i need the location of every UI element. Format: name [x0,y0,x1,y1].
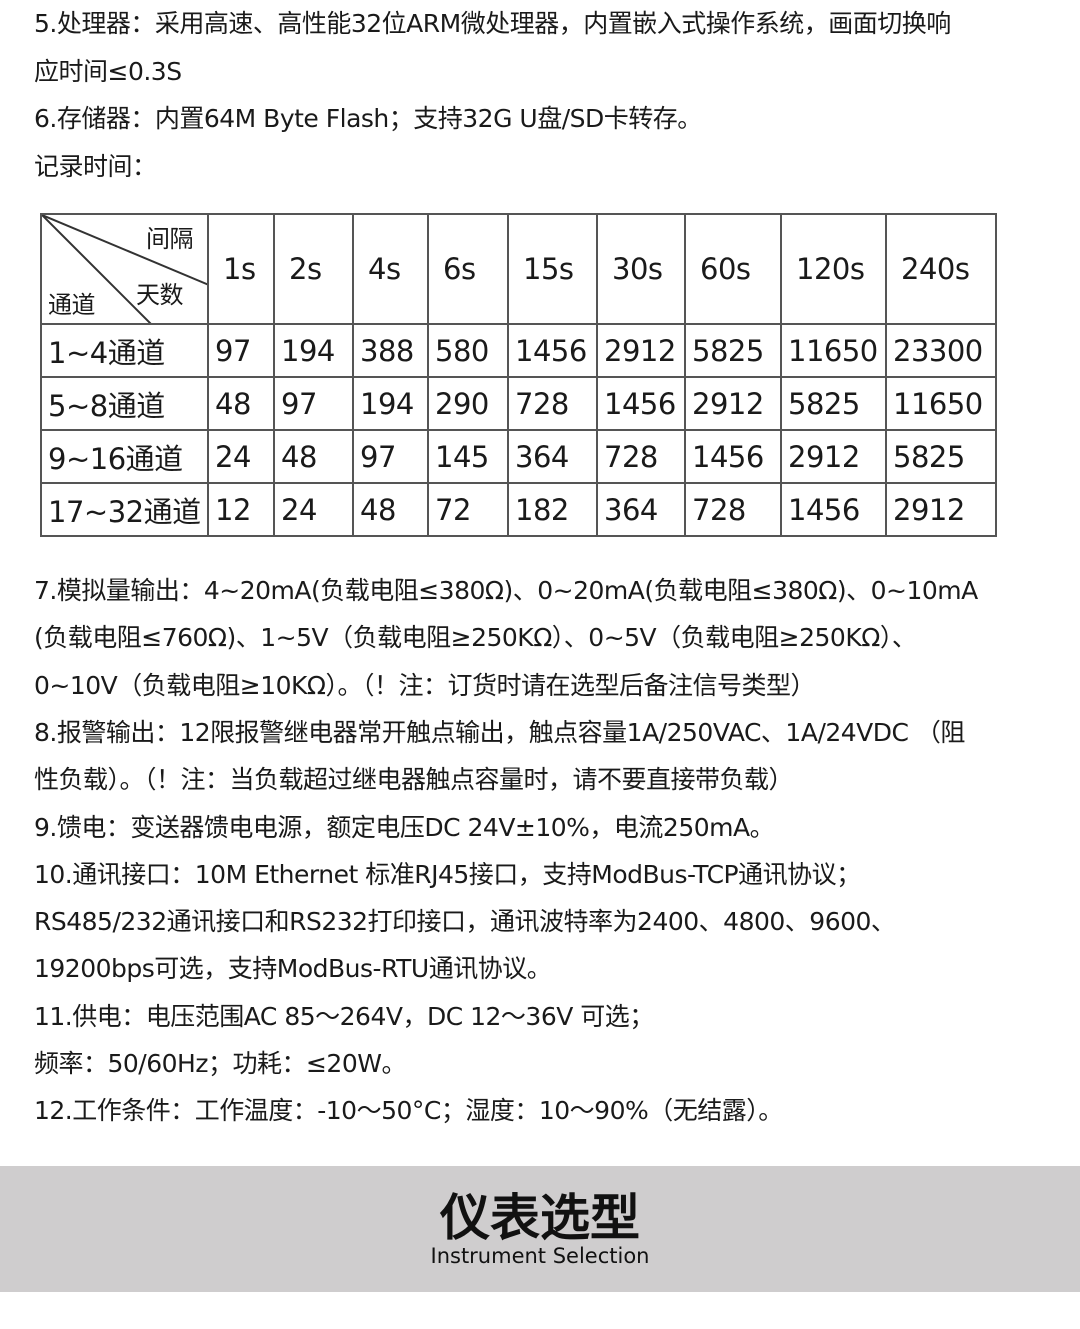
days-cell: 182 [507,482,598,537]
spec-line: 19200bps可选，支持ModBus-RTU通讯协议。 [34,954,552,984]
interval-header: 60s [684,213,782,325]
record-time-table: 间隔 天数 通道 1s 2s 4s 6s 15s 30s 60s 120s 240s 1~4通道… [40,213,997,537]
days-label: 天数 [136,281,184,309]
days-cell: 364 [507,429,598,484]
spec-line: 12.工作条件：工作温度：-10～50°C；湿度：10～90%（无结露）。 [34,1096,783,1126]
days-cell: 388 [352,323,429,378]
spec-line: 性负载）。（！注：当负载超过继电器触点容量时，请不要直接带负载） [34,765,794,795]
interval-header: 4s [352,213,429,325]
days-cell: 194 [352,376,429,431]
channel-cell: 9~16通道 [40,429,209,484]
days-cell: 97 [207,323,275,378]
days-cell: 1456 [780,482,887,537]
days-cell: 728 [596,429,686,484]
interval-header: 1s [207,213,275,325]
days-cell: 24 [273,482,354,537]
spec-line: 11.供电：电压范围AC 85～264V，DC 12～36V 可选； [34,1001,654,1031]
days-cell: 290 [427,376,509,431]
days-cell: 24 [207,429,275,484]
diagonal-lines [43,216,206,322]
section-title: 仪表选型 [440,1189,640,1247]
spec-line: 频率：50/60Hz；功耗：≤20W。 [34,1049,406,1078]
interval-header: 30s [596,213,686,325]
interval-label: 间隔 [146,225,194,253]
channel-cell: 5~8通道 [40,376,209,431]
spec-line: 0~10V（负载电阻≥10KΩ）。（！注：订货时请在选型后备注信号类型） [34,670,816,700]
days-cell: 194 [273,323,354,378]
days-cell: 2912 [780,429,887,484]
days-cell: 11650 [885,376,997,431]
days-cell: 97 [352,429,429,484]
days-cell: 11650 [780,323,887,378]
table-row: 17~32通道 12 24 48 72 182 364 728 1456 2912 [40,482,997,537]
spec-line: 10.通讯接口：10M Ethernet 标准RJ45接口，支持ModBus-T… [34,859,861,889]
spec-line: (负载电阻≤760Ω)、1~5V（负载电阻≥250KΩ）、0~5V（负载电阻≥2… [34,623,917,653]
days-cell: 2912 [684,376,782,431]
days-cell: 728 [684,482,782,537]
days-cell: 23300 [885,323,997,378]
days-cell: 12 [207,482,275,537]
interval-header: 120s [780,213,887,325]
days-cell: 2912 [596,323,686,378]
days-cell: 5825 [885,429,997,484]
days-cell: 5825 [684,323,782,378]
days-cell: 1456 [507,323,598,378]
days-cell: 1456 [684,429,782,484]
days-cell: 580 [427,323,509,378]
days-cell: 1456 [596,376,686,431]
days-cell: 72 [427,482,509,537]
interval-header: 15s [507,213,598,325]
table-header-row: 间隔 天数 通道 1s 2s 4s 6s 15s 30s 60s 120s 240s [40,213,997,325]
table-corner-cell: 间隔 天数 通道 [40,213,209,325]
table-row: 1~4通道 97 194 388 580 1456 2912 5825 11650 23300 [40,323,997,378]
interval-header: 240s [885,213,997,325]
days-cell: 97 [273,376,354,431]
section-subtitle: Instrument Selection [430,1244,650,1268]
spec-line: RS485/232通讯接口和RS232打印接口，通讯波特率为2400、4800、… [34,907,896,937]
interval-header: 6s [427,213,509,325]
interval-header: 2s [273,213,354,325]
days-cell: 145 [427,429,509,484]
channel-cell: 1~4通道 [40,323,209,378]
days-cell: 728 [507,376,598,431]
table-row: 9~16通道 24 48 97 145 364 728 1456 2912 5825 [40,429,997,484]
days-cell: 48 [352,482,429,537]
spec-line: 8.报警输出：12限报警继电器常开触点输出，触点容量1A/250VAC、1A/2… [34,717,965,747]
channel-label: 通道 [48,291,96,319]
spec-line: 应时间≤0.3S [34,56,182,86]
spec-line: 6.存储器：内置64M Byte Flash；支持32G U盘/SD卡转存。 [34,104,702,133]
spec-line: 7.模拟量输出：4~20mA(负载电阻≤380Ω)、0~20mA(负载电阻≤38… [34,576,978,605]
spec-line: 记录时间： [34,151,157,181]
spec-line: 5.处理器：采用高速、高性能32位ARM微处理器，内置嵌入式操作系统，画面切换响 [34,9,951,38]
days-cell: 48 [273,429,354,484]
days-cell: 2912 [885,482,997,537]
days-cell: 48 [207,376,275,431]
days-cell: 364 [596,482,686,537]
section-banner: 仪表选型 Instrument Selection [0,1166,1080,1292]
channel-cell: 17~32通道 [40,482,209,537]
days-cell: 5825 [780,376,887,431]
spec-line: 9.馈电：变送器馈电电源，额定电压DC 24V±10%，电流250mA。 [34,812,775,842]
table-row: 5~8通道 48 97 194 290 728 1456 2912 5825 11650 [40,376,997,431]
